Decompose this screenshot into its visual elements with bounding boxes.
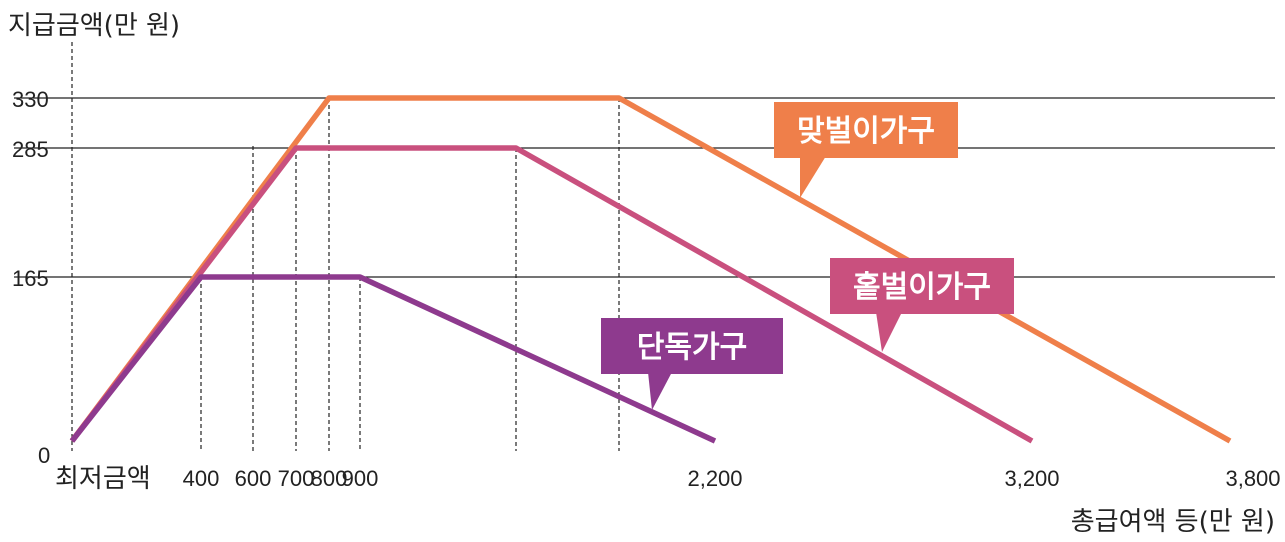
callout-pointer [876, 312, 902, 352]
series-callout-0: 맞벌이가구 [774, 102, 958, 198]
y-tick-label: 0 [38, 443, 50, 468]
y-tick-label: 165 [12, 266, 49, 291]
callout-box [601, 318, 783, 374]
series-name-label: 맞벌이가구 [797, 114, 935, 149]
callout-box [774, 102, 958, 158]
y-axis-title: 지급금액(만 원) [8, 11, 180, 41]
callout-pointer [800, 156, 826, 198]
series-callout-2: 단독가구 [601, 318, 783, 410]
callout-pointer [648, 372, 672, 410]
series-callout-1: 홑벌이가구 [830, 258, 1014, 352]
x-tick-label: 2,200 [687, 466, 742, 491]
callout-box [830, 258, 1014, 314]
series-name-label: 단독가구 [637, 330, 747, 365]
dashed-guides [71, 42, 620, 451]
x-tick-label: 400 [183, 466, 220, 491]
x-axis-title: 총급여액 등(만 원) [1071, 507, 1275, 537]
x-tick-label: 900 [342, 466, 379, 491]
x-origin-label: 최저금액 [55, 464, 151, 494]
y-tick-label: 285 [12, 137, 49, 162]
x-tick-label: 3,800 [1225, 466, 1280, 491]
y-tick-labels: 0 165 285 330 [12, 87, 50, 468]
x-tick-label: 800 [311, 466, 348, 491]
y-tick-label: 330 [12, 87, 49, 112]
x-tick-label: 700 [278, 466, 315, 491]
gridlines [14, 97, 1275, 278]
series-line-2 [69, 274, 717, 444]
x-tick-label: 3,200 [1004, 466, 1059, 491]
series-name-label: 홑벌이가구 [853, 270, 991, 305]
x-tick-label: 600 [235, 466, 272, 491]
